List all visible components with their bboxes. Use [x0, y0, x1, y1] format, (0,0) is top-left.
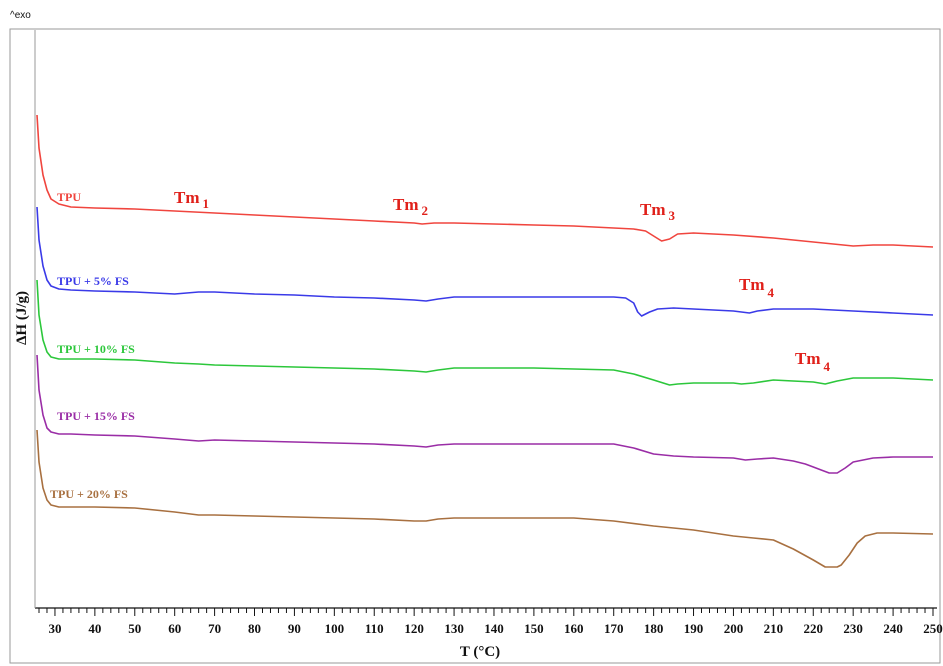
- x-tick-label: 170: [604, 621, 624, 636]
- x-tick-label: 120: [404, 621, 424, 636]
- tm-annotation-main-4: Tm: [795, 349, 821, 368]
- x-tick-label: 90: [288, 621, 301, 636]
- series-label-4: TPU + 20% FS: [50, 487, 128, 501]
- x-tick-label: 140: [484, 621, 504, 636]
- x-tick-label: 30: [48, 621, 61, 636]
- tm-annotation-main-3: Tm: [739, 275, 765, 294]
- x-tick-label: 240: [883, 621, 903, 636]
- x-tick-label: 40: [88, 621, 101, 636]
- series-line-4: [36, 429, 934, 568]
- tm-annotation-main-1: Tm: [393, 195, 419, 214]
- x-tick-label: 200: [724, 621, 744, 636]
- series-label-2: TPU + 10% FS: [57, 342, 135, 356]
- x-tick-label: 130: [444, 621, 464, 636]
- series-label-1: TPU + 5% FS: [57, 274, 129, 288]
- tm-annotation-sub-2: 3: [669, 208, 676, 223]
- series-line-3: [36, 354, 933, 474]
- x-tick-label: 230: [843, 621, 863, 636]
- x-axis: 30 40 50 60 70 80 90 100 110 120 130 140 150 160 170 18…: [34, 30, 943, 636]
- exo-marker-label: ^exo: [10, 10, 31, 21]
- tm-annotation-0: Tm 1: [174, 188, 209, 211]
- series-line-0: [36, 114, 934, 248]
- series-labels: TPU TPU + 5% FS TPU + 10% FS TPU + 15% FS TP…: [50, 190, 135, 501]
- series-label-3: TPU + 15% FS: [57, 409, 135, 423]
- x-tick-label: 190: [684, 621, 704, 636]
- series-line-2: [36, 279, 934, 386]
- x-tick-label: 110: [365, 621, 384, 636]
- x-tick-label: 160: [564, 621, 584, 636]
- tm-annotation-main-2: Tm: [640, 200, 666, 219]
- x-tick-label: 180: [644, 621, 664, 636]
- x-axis-title: T (°C): [460, 644, 500, 660]
- x-tick-label: 210: [764, 621, 784, 636]
- x-tick-label: 50: [128, 621, 141, 636]
- tm-annotation-3: Tm 4: [739, 275, 775, 300]
- tm-annotation-4: Tm 4: [795, 349, 831, 374]
- tm-annotation-main-0: Tm: [174, 188, 200, 207]
- x-tick-label: 60: [168, 621, 181, 636]
- tm-annotation-sub-1: 2: [422, 203, 429, 218]
- tm-annotation-1: Tm 2: [393, 195, 428, 218]
- tm-annotation-2: Tm 3: [640, 200, 676, 223]
- x-tick-label: 150: [524, 621, 544, 636]
- plot-frame: [9, 28, 941, 664]
- series-label-0: TPU: [57, 190, 81, 204]
- x-tick-label: 220: [804, 621, 824, 636]
- x-tick-label: 100: [325, 621, 345, 636]
- x-tick-label: 70: [208, 621, 221, 636]
- series-line-1: [36, 206, 934, 317]
- x-tick-label: 250: [923, 621, 943, 636]
- tm-annotation-sub-4: 4: [824, 359, 831, 374]
- series-layer: [36, 114, 934, 568]
- y-axis-title: ΔH (J/g): [14, 291, 30, 345]
- tm-annotation-sub-3: 4: [768, 285, 775, 300]
- melting-annotations: Tm 1 Tm 2 Tm 3Tm 4Tm 4: [174, 188, 831, 374]
- tm-annotation-sub-0: 1: [203, 196, 210, 211]
- x-tick-label: 80: [248, 621, 261, 636]
